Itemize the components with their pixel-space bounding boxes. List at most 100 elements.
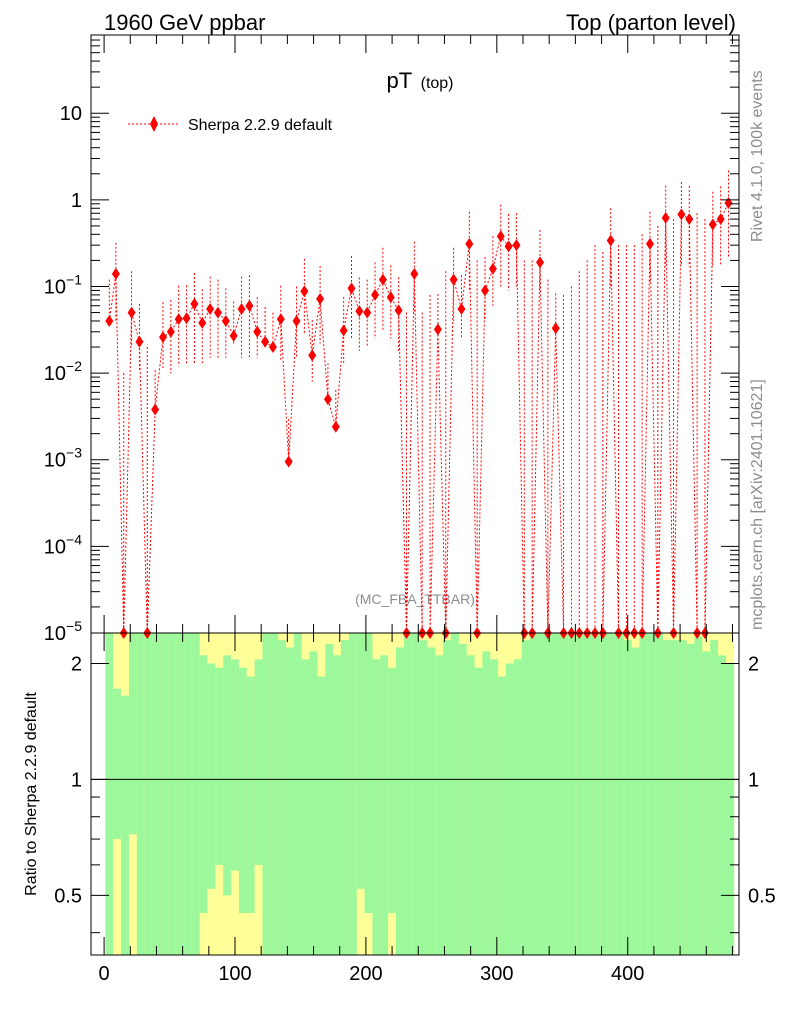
ratio-band-green [128,633,138,835]
data-point [308,349,317,362]
data-point [355,305,364,318]
ratio-band-green [686,643,695,955]
ratio-band-green [356,633,365,889]
ratio-frame [90,632,740,956]
y-tick-base: 10 [44,623,66,645]
ratio-band-green [474,667,483,955]
plot-title-sub: (top) [421,75,454,92]
data-point [488,262,497,275]
ratio-band-green [670,640,680,955]
data-point [190,297,199,310]
data-point [331,420,340,433]
data-point [724,196,733,209]
data-point [105,314,114,327]
ratio-band-green [403,633,413,955]
data-point [276,313,285,326]
rivet-label: Rivet 4.1.0, 100k events [749,70,766,242]
ratio-band-green [380,655,389,955]
ratio-band-green [576,633,585,955]
data-point [512,239,521,252]
ratio-y-tick-label-left: 2 [71,653,82,675]
ratio-band-green [262,633,271,955]
ratio-band-green [325,643,334,955]
y-tick-exponent: −3 [66,445,82,461]
y-tick-label: 10 [60,103,82,125]
ratio-band-green [725,663,735,955]
ratio-y-tick-label-left: 0.5 [54,885,82,907]
data-point [551,322,560,335]
ratio-bands [105,633,735,955]
ratio-band-green [435,655,444,955]
plot-title-main: pT [386,68,412,93]
y-tick-base: 10 [44,276,66,298]
y-tick-exponent: −4 [66,531,82,547]
x-tick-label: 100 [218,963,251,985]
data-point [111,267,120,280]
ratio-band-green [694,636,703,955]
data-point [378,273,387,286]
data-point [127,306,136,319]
data-point [166,325,175,338]
ratio-band-green [199,655,208,913]
data-point [716,213,725,226]
y-tick-base: 10 [44,450,66,472]
y-tick-label: 10−1 [44,271,82,298]
ratio-band-green [309,651,318,955]
data-point [363,306,372,319]
data-point [496,230,505,243]
ratio-band-green [372,659,381,955]
ratio-band-green [584,633,593,955]
ratio-band-green [608,633,617,955]
data-point [645,237,654,250]
ratio-band-green [615,633,625,955]
y-tick-label: 10−4 [44,531,82,558]
ratio-band-green [505,663,515,955]
data-point [371,288,380,301]
ratio-band-green [419,640,428,955]
ratio-band-green [364,633,373,913]
x-tick-label: 400 [611,963,644,985]
data-point [323,393,332,406]
watermark: (MC_FBA_TTBAR) [355,591,475,607]
ratio-band-green [427,647,436,955]
ratio-band-green [152,633,161,955]
y-tick-label: 10−3 [44,445,82,472]
data-point [182,312,191,325]
data-point [465,237,474,250]
ratio-band-green [246,676,256,913]
data-point [135,335,144,348]
ratio-band-green [270,633,279,955]
ratio-band-green [105,633,114,955]
x-tick-label: 0 [99,963,110,985]
data-point [261,335,270,348]
ratio-band-green [254,659,263,865]
ratio-band-green [466,655,475,955]
legend: Sherpa 2.2.9 default [128,116,333,134]
y-tick-exponent: −2 [66,358,82,374]
data-point [481,284,490,297]
ratio-band-green [490,659,499,955]
data-point [661,211,670,224]
data-point [151,403,160,416]
data-point [221,314,230,327]
legend-marker [150,116,158,132]
ratio-band-green [655,633,664,955]
ratio-band-green [560,633,570,955]
ratio-band-green [718,655,727,955]
ratio-band-green [678,640,688,955]
ratio-band-green [183,633,193,955]
ratio-band-green [482,651,491,955]
ratio-band-green [396,647,405,955]
mcplots-label: mcplots.cern.ch [arXiv:2401.10621] [749,379,766,630]
ratio-band-green [529,633,538,955]
x-tick-label: 300 [480,963,513,985]
ratio-band-green [168,633,177,955]
data-point [536,256,545,269]
ratio-band-green [553,633,562,955]
data-point [237,302,246,315]
y-tick-base: 10 [60,103,82,125]
data-point [229,329,238,342]
main-series [105,170,733,639]
ratio-band-green [537,633,546,955]
